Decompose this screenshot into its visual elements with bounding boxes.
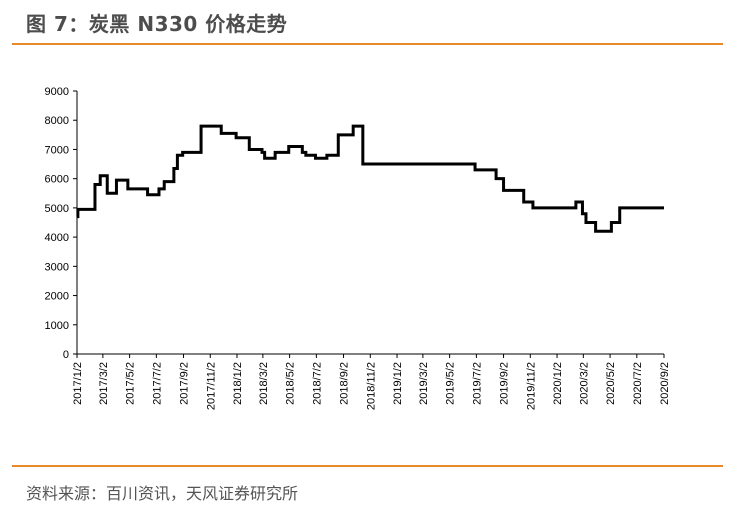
x-tick-label: 2017/9/2 bbox=[179, 362, 191, 405]
x-tick-label: 2018/11/2 bbox=[365, 362, 377, 410]
x-tick-label: 2019/11/2 bbox=[525, 362, 537, 410]
x-tick-label: 2019/1/2 bbox=[392, 362, 404, 405]
x-tick-label: 2017/7/2 bbox=[151, 362, 163, 405]
x-tick-label: 2020/5/2 bbox=[605, 362, 617, 405]
y-tick-label: 1000 bbox=[45, 320, 69, 332]
x-tick-label: 2020/7/2 bbox=[632, 362, 644, 405]
x-tick-label: 2019/9/2 bbox=[499, 362, 511, 405]
y-tick-label: 3000 bbox=[45, 261, 69, 273]
x-tick-label: 2018/1/2 bbox=[232, 362, 244, 405]
y-tick-label: 5000 bbox=[45, 203, 69, 215]
x-tick-label: 2018/5/2 bbox=[285, 362, 297, 405]
top-rule bbox=[12, 43, 723, 45]
y-tick-label: 8000 bbox=[45, 115, 69, 127]
series-layer bbox=[76, 124, 664, 233]
y-tick-label: 7000 bbox=[45, 144, 69, 156]
y-tick-label: 0 bbox=[63, 349, 69, 361]
y-axis: 0 1000 2000 3000 4000 5000 6000 7000 8000 9000 bbox=[45, 86, 78, 361]
y-tick-label: 6000 bbox=[45, 174, 69, 186]
x-tick-label: 2019/7/2 bbox=[471, 362, 483, 405]
figure-title: 图 7：炭黑 N330 价格走势 bbox=[26, 12, 288, 36]
x-tick-label: 2017/5/2 bbox=[125, 362, 137, 405]
x-tick-label: 2018/9/2 bbox=[339, 362, 351, 405]
x-tick-label: 2017/3/2 bbox=[98, 362, 110, 405]
x-tick-label: 2017/11/2 bbox=[205, 362, 217, 410]
y-tick-label: 9000 bbox=[45, 86, 69, 98]
x-tick-label: 2018/3/2 bbox=[258, 362, 270, 405]
x-tick-label: 2018/7/2 bbox=[311, 362, 323, 405]
x-tick-label: 2017/1/2 bbox=[72, 362, 84, 405]
x-tick-label: 2020/9/2 bbox=[659, 362, 671, 405]
x-axis: 2017/1/2 2017/3/2 2017/5/2 2017/7/2 2017/9/2… bbox=[72, 353, 671, 410]
price-series-line bbox=[76, 124, 664, 233]
source-note: 资料来源：百川资讯，天风证券研究所 bbox=[26, 484, 299, 503]
x-tick-label: 2019/5/2 bbox=[445, 362, 457, 405]
x-tick-label: 2020/1/2 bbox=[552, 362, 564, 405]
y-tick-label: 4000 bbox=[45, 232, 69, 244]
x-tick-label: 2019/3/2 bbox=[418, 362, 430, 405]
bottom-rule bbox=[12, 465, 723, 467]
y-tick-label: 2000 bbox=[45, 291, 69, 303]
x-tick-label: 2020/3/2 bbox=[578, 362, 590, 405]
